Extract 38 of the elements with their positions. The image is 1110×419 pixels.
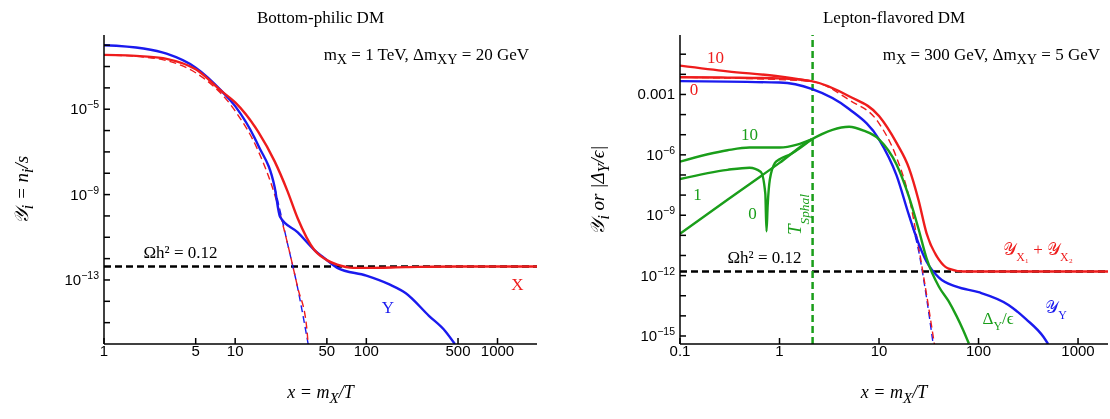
y-tick-label: 10$^{−6}$: [646, 143, 676, 163]
annotation: 0: [748, 204, 757, 224]
x-tick-label: 1000: [480, 342, 515, 359]
annotation: 0: [689, 80, 699, 100]
annotation: 1: [693, 184, 702, 204]
y-tick-label: 0.001: [637, 85, 675, 103]
annotation: 10: [741, 124, 759, 144]
x-tick-label: 10: [870, 342, 888, 359]
chart-title: Lepton-flavored DM: [821, 8, 967, 28]
x-axis-title: x = m$_{X}$/T: [859, 382, 930, 407]
x-tick-label: 1: [99, 342, 109, 359]
y-tick-label: 10$^{−5}$: [70, 98, 100, 118]
y-tick-label: 10$^{−9}$: [70, 183, 100, 203]
annotation: Ωh² = 0.12: [727, 248, 802, 268]
annotation: X: [511, 275, 524, 295]
x-tick-label: 5: [191, 342, 200, 359]
x-tick-label: 1000: [1061, 342, 1095, 359]
annotation: Ωh² = 0.12: [143, 243, 218, 263]
annotation: 10: [706, 48, 724, 68]
y-tick-label: 10$^{−13}$: [64, 268, 100, 288]
annotation: Y: [381, 298, 394, 318]
annotation: m$_{X}$ = 300 GeV, Δm$_{XY}$ = 5 GeV: [882, 45, 1100, 69]
x-tick-label: 10: [226, 342, 244, 359]
x-axis-title: x = m$_{X}$/T: [286, 382, 356, 407]
x-tick-label: 50: [318, 342, 336, 359]
annotation: 𝒴$_{X₁}$ + 𝒴$_{X₂}$: [1003, 240, 1073, 265]
x-tick-label: 0.1: [669, 342, 691, 359]
x-tick-label: 500: [445, 342, 471, 359]
y-tick-label: 10$^{−12}$: [640, 264, 676, 284]
y-tick-label: 10$^{−15}$: [640, 324, 676, 344]
chart-title: Bottom-philic DM: [256, 8, 385, 28]
x-tick-label: 1: [775, 342, 784, 359]
y-tick-label: 10$^{−9}$: [646, 204, 676, 224]
annotation: Δ$_{Y}$/ϵ: [982, 308, 1014, 333]
x-tick-label: 100: [966, 342, 992, 359]
x-tick-label: 100: [353, 342, 379, 359]
annotation: m$_{X}$ = 1 TeV, Δm$_{XY}$ = 20 GeV: [323, 45, 529, 69]
annotation: 𝒴$_{Y}$: [1045, 298, 1068, 322]
